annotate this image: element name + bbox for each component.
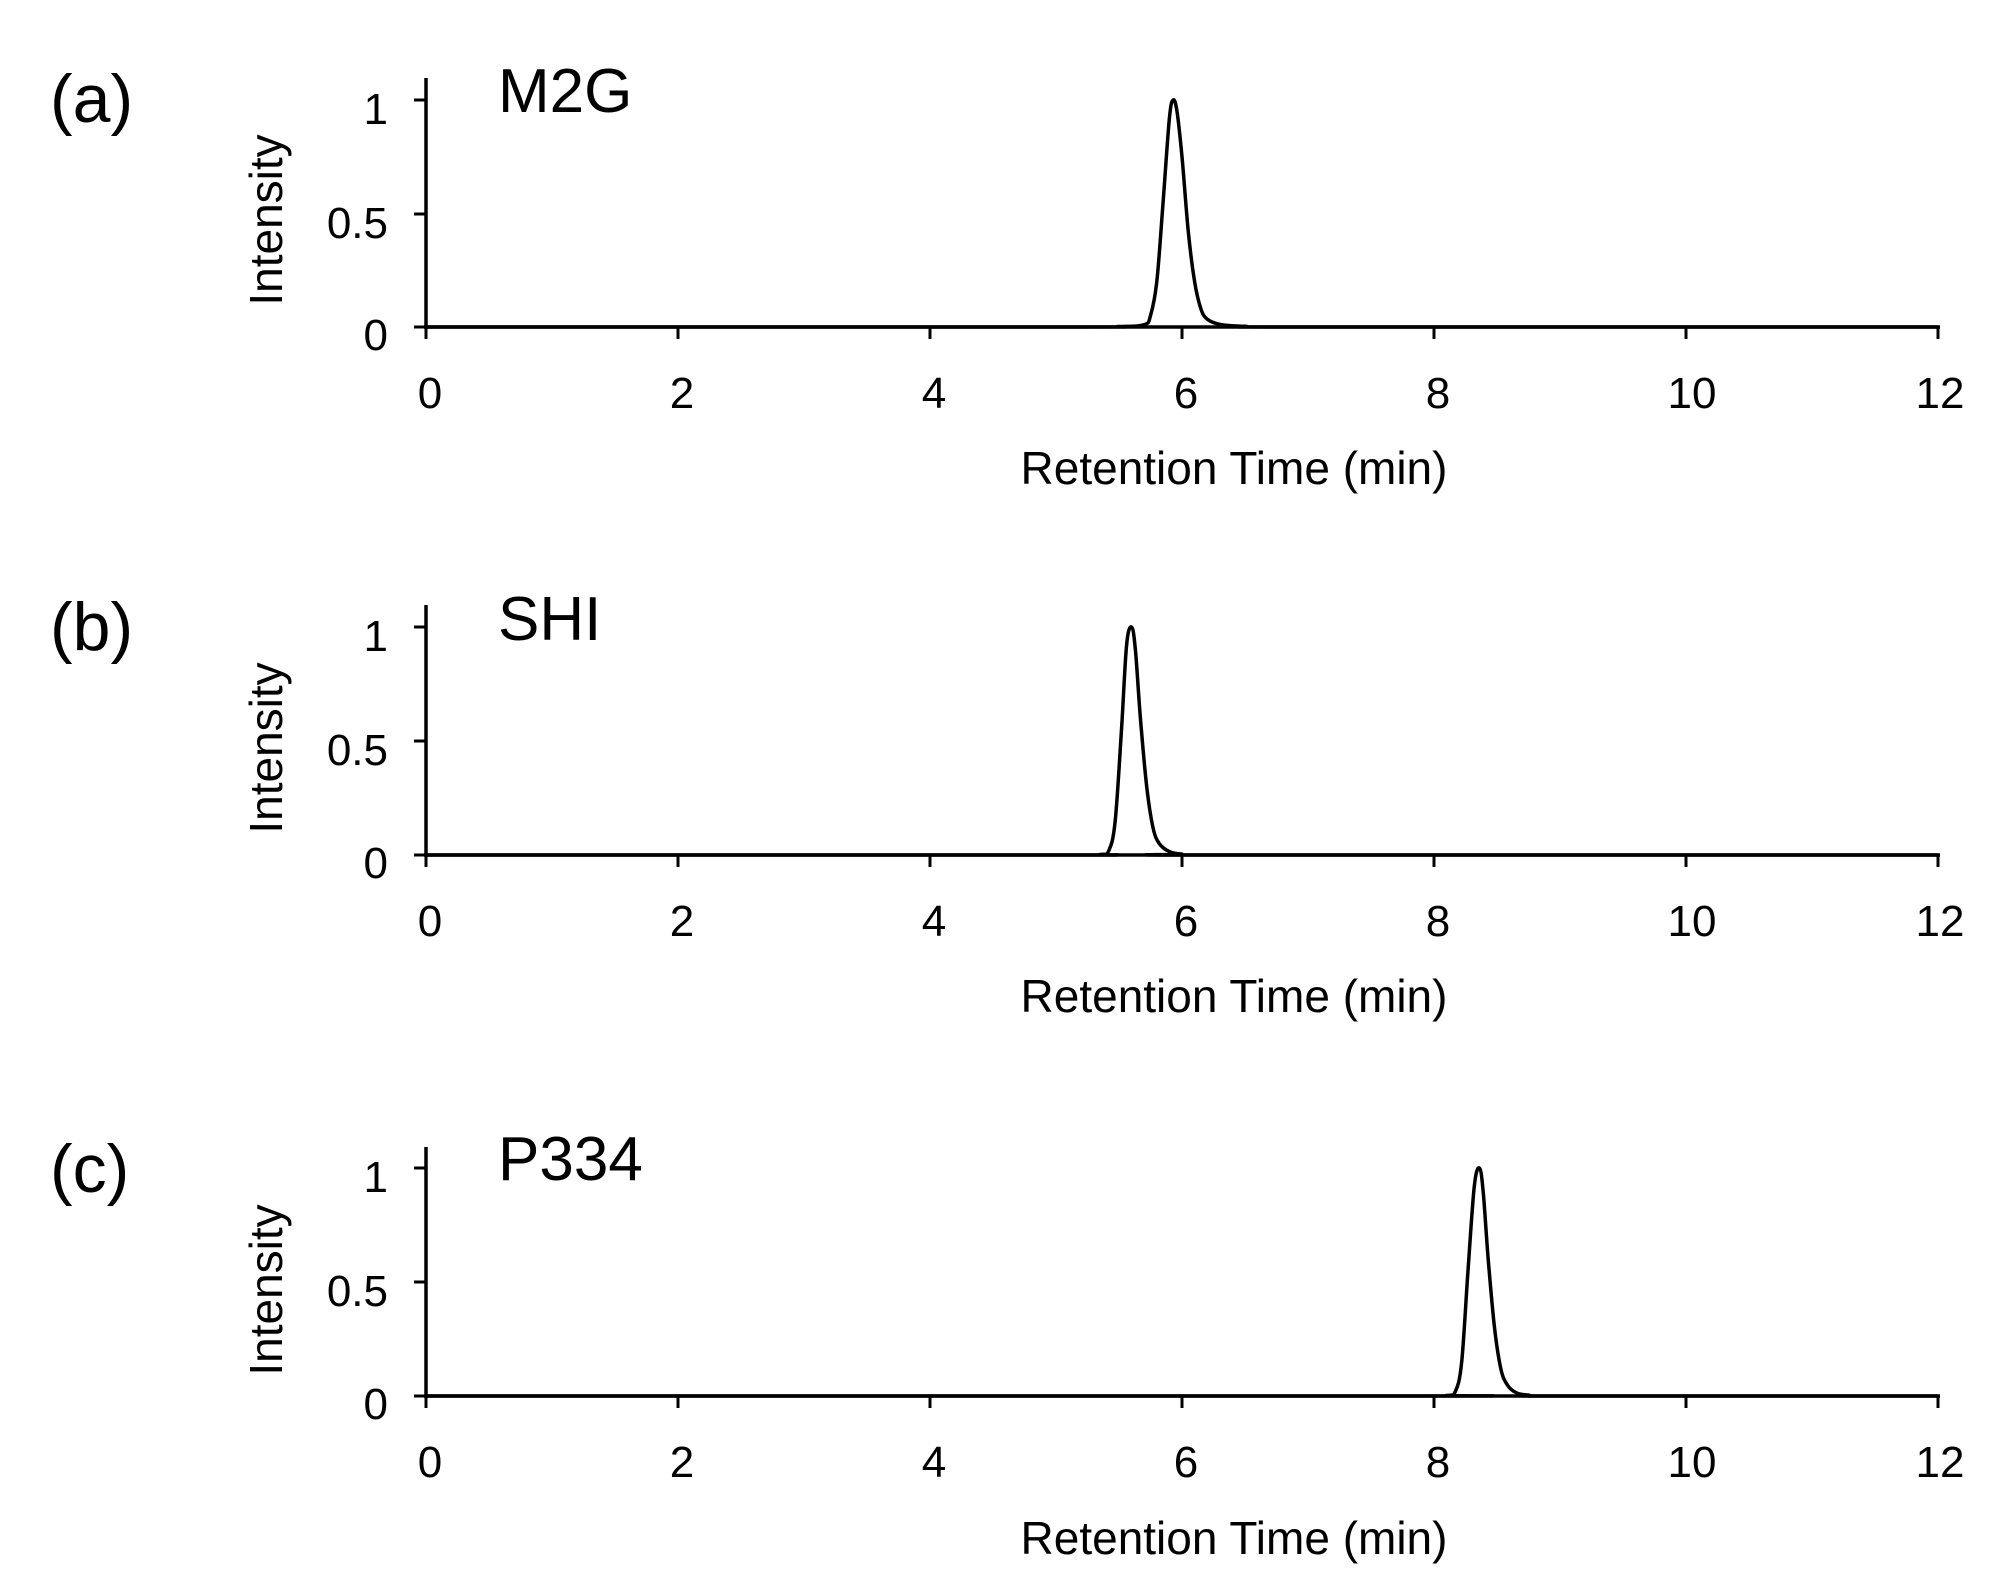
- chart-title: SHI: [498, 585, 601, 654]
- x-tick-label: 0: [418, 369, 442, 418]
- x-axis-title: Retention Time (min): [1021, 970, 1448, 1022]
- x-tick-label: 2: [670, 1438, 694, 1487]
- x-tick-label: 12: [1916, 897, 1965, 946]
- x-tick-label: 10: [1668, 1438, 1717, 1487]
- panel-letter: (b): [50, 589, 133, 665]
- x-tick-label: 2: [670, 369, 694, 418]
- y-tick-label: 0: [364, 839, 388, 888]
- y-axis-title: Intensity: [240, 1204, 292, 1375]
- y-tick-label: 0.5: [327, 726, 388, 775]
- x-tick-label: 6: [1174, 369, 1198, 418]
- x-tick-label: 10: [1668, 369, 1717, 418]
- x-tick-label: 4: [922, 1438, 946, 1487]
- y-tick-label: 1: [364, 1153, 388, 1202]
- chart-title: M2G: [498, 57, 632, 126]
- panel-letter: (a): [50, 61, 133, 137]
- chromatogram-line-shi: [426, 625, 1938, 857]
- x-tick-label: 0: [418, 1438, 442, 1487]
- x-axis-title: Retention Time (min): [1021, 442, 1448, 494]
- x-tick-label: 8: [1426, 1438, 1450, 1487]
- x-tick-label: 4: [922, 369, 946, 418]
- x-tick-label: 10: [1668, 897, 1717, 946]
- x-tick-label: 6: [1174, 1438, 1198, 1487]
- y-tick-label: 0: [364, 1380, 388, 1429]
- panel-c: (c) P334 Intensity Retention Time (min) …: [50, 1125, 1964, 1564]
- panel-a: (a) M2G Intensity Retention Time (min) 1…: [50, 57, 1964, 494]
- y-tick-label: 1: [364, 612, 388, 661]
- panel-letter: (c): [50, 1131, 129, 1207]
- x-tick-label: 2: [670, 897, 694, 946]
- y-tick-label: 0.5: [327, 199, 388, 248]
- chart-title: P334: [498, 1125, 643, 1194]
- y-tick-label: 0: [364, 311, 388, 360]
- y-tick-label: 1: [364, 85, 388, 134]
- y-axis-title: Intensity: [240, 662, 292, 833]
- y-tick-label: 0.5: [327, 1267, 388, 1316]
- x-axis-title: Retention Time (min): [1021, 1512, 1448, 1564]
- chromatogram-line-p334: [426, 1166, 1938, 1398]
- panel-b: (b) SHI Intensity Retention Time (min) 1…: [50, 585, 1964, 1022]
- x-tick-label: 12: [1916, 1438, 1965, 1487]
- x-tick-label: 12: [1916, 369, 1965, 418]
- x-tick-label: 8: [1426, 369, 1450, 418]
- y-axis-title: Intensity: [240, 134, 292, 305]
- x-tick-label: 8: [1426, 897, 1450, 946]
- x-tick-label: 0: [418, 897, 442, 946]
- chromatogram-line-m2g: [426, 98, 1938, 329]
- x-tick-label: 6: [1174, 897, 1198, 946]
- x-tick-label: 4: [922, 897, 946, 946]
